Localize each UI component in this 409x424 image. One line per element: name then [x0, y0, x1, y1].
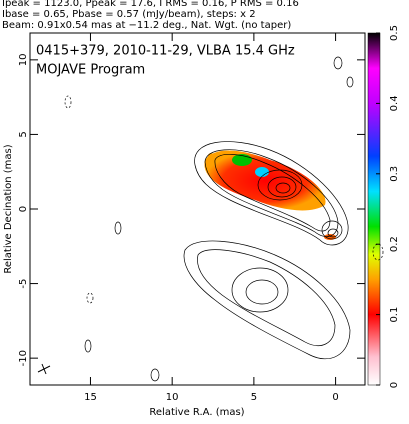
header-line: Beam: 0.91x0.54 mas at −11.2 deg., Nat. …	[2, 20, 291, 31]
y-tick-label: 10	[18, 53, 29, 66]
x-tick-label: 0	[332, 392, 338, 403]
colorbar-tick-label: 0.4	[389, 95, 400, 111]
y-tick-label: -10	[18, 350, 29, 366]
x-tick-label: 15	[84, 392, 97, 403]
colorbar-tick-label: 0.3	[389, 166, 400, 182]
plot-title: 0415+379, 2010-11-29, VLBA 15.4 GHz	[36, 44, 295, 59]
colorbar-tick-label: 0.1	[389, 307, 400, 323]
y-tick-label: 5	[18, 131, 29, 137]
colorbar-tick-label: 0	[389, 382, 400, 388]
y-tick-label: 0	[18, 206, 29, 212]
x-axis-label: Relative R.A. (mas)	[149, 407, 244, 418]
y-axis-label: Relative Decination (mas)	[3, 144, 14, 273]
colorbar-tick-label: 0.2	[389, 236, 400, 252]
polarization-map	[204, 150, 336, 240]
x-tick-label: 10	[166, 392, 179, 403]
colorbar-tick-label: 0.5	[389, 25, 400, 41]
x-tick-label: 5	[251, 392, 257, 403]
header-line: Ipeak = 1123.0, Ppeak = 17.6, I RMS = 0.…	[2, 0, 299, 9]
header-line: Ibase = 0.65, Pbase = 0.57 (mJy/beam), s…	[2, 9, 256, 20]
y-tick-label: -5	[18, 279, 29, 289]
plot-subtitle: MOJAVE Program	[36, 63, 145, 78]
colorbar	[367, 32, 381, 386]
contours	[37, 56, 384, 382]
